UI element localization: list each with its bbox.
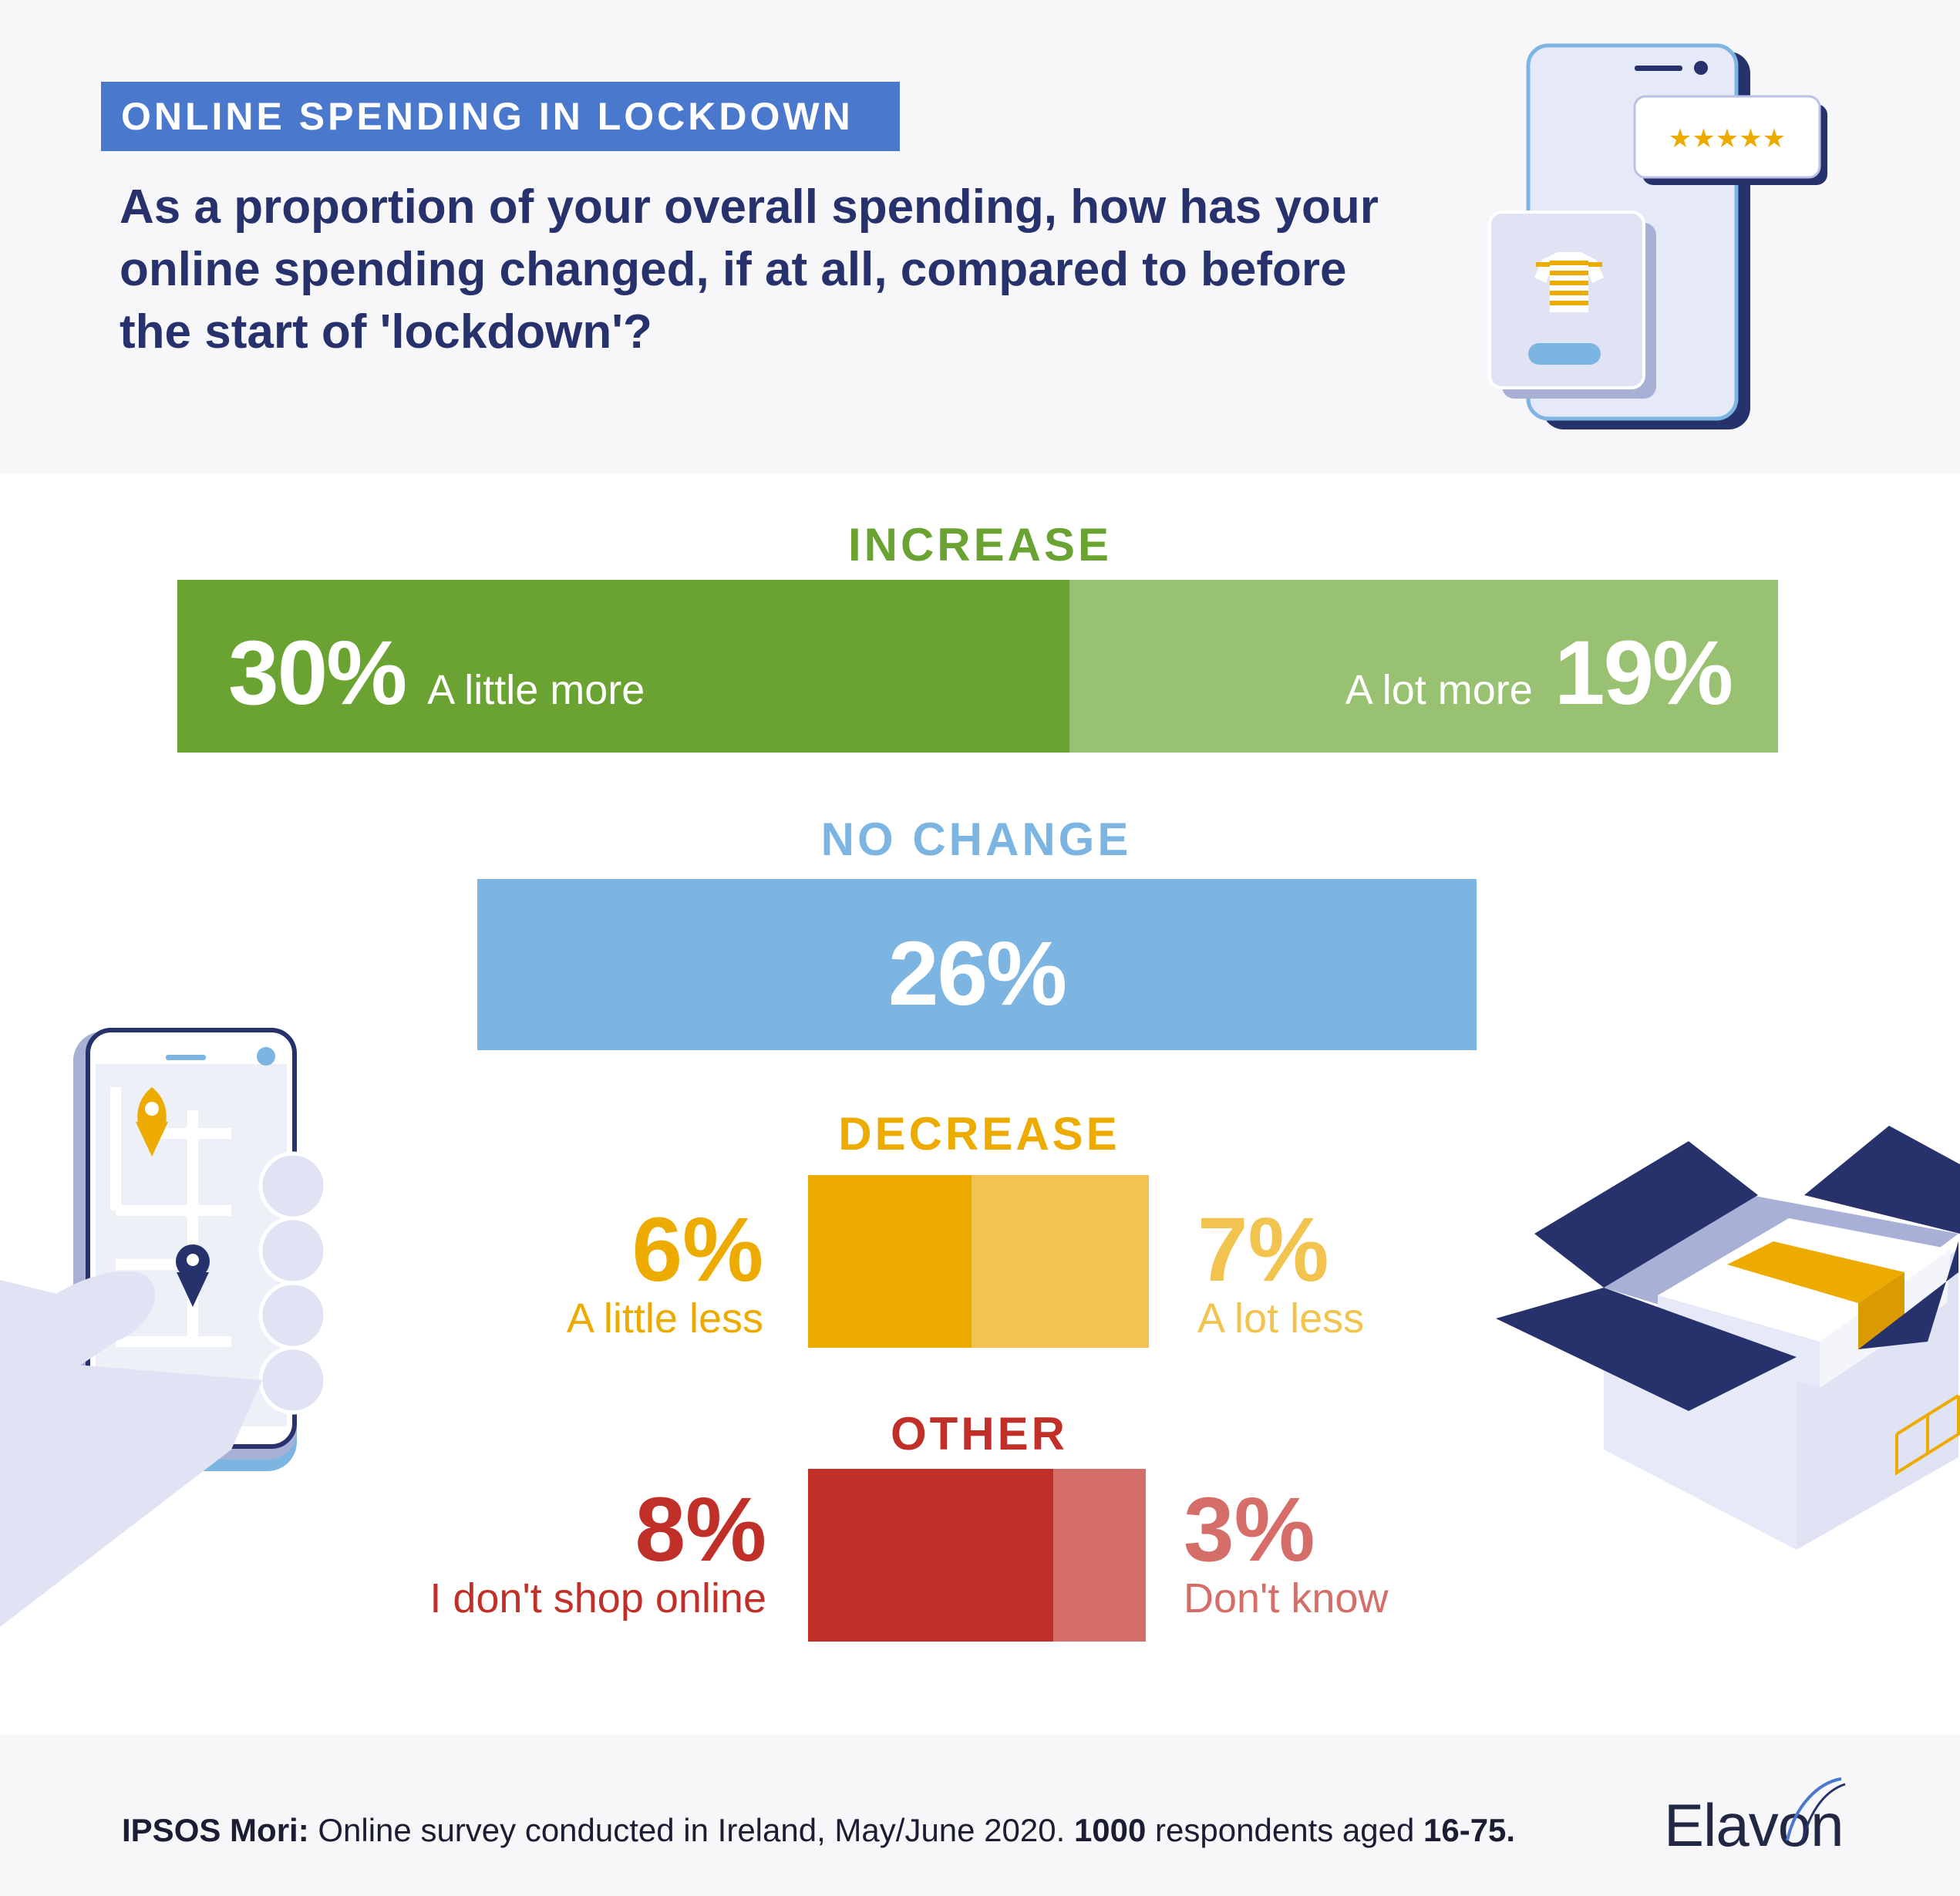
tshirt-icon (1534, 252, 1604, 312)
bar-a-little-less (808, 1175, 972, 1348)
section-tag: ONLINE SPENDING IN LOCKDOWN (101, 82, 900, 151)
increase-label: INCREASE (847, 519, 1113, 571)
survey-question: As a proportion of your overall spending… (120, 180, 1379, 359)
source-description: Online survey conducted in Ireland, May/… (308, 1812, 1074, 1848)
bar-increase-a-lot-more (1069, 580, 1778, 753)
bar-dont-know (1053, 1469, 1146, 1642)
footer-band (0, 1735, 1960, 1896)
bar-increase-a-little-more (177, 580, 1069, 753)
value-a-little-less: 6% (631, 1199, 763, 1301)
nochange-label: NO CHANGE (820, 813, 1132, 865)
label-a-little-less: A little less (566, 1295, 763, 1342)
bar-a-lot-less (972, 1175, 1149, 1348)
respondent-count: 1000 (1073, 1812, 1147, 1848)
yellow-pin-icon (136, 1087, 168, 1157)
other-right-stat: 3% Don't know (1184, 1484, 1388, 1622)
respondents-text: respondents aged (1146, 1812, 1423, 1848)
nochange-text: 26% (477, 921, 1477, 1026)
label-a-little-more: A little more (427, 667, 645, 713)
decrease-right-stat: 7% A lot less (1197, 1204, 1364, 1342)
bar-dont-shop-online (808, 1469, 1053, 1642)
value-a-little-more: 30% (228, 622, 407, 724)
phone-map-illustration (0, 1028, 328, 1627)
value-a-lot-more: 19% (1554, 622, 1733, 724)
navy-pin-icon (176, 1244, 210, 1307)
value-a-lot-less: 7% (1197, 1199, 1329, 1301)
age-range: 16-75. (1423, 1812, 1516, 1848)
other-left-stat: 8% I don't shop online (429, 1484, 766, 1622)
bar-no-change (477, 879, 1477, 1050)
open-box-illustration (1496, 1126, 1960, 1550)
source-name: IPSOS Mori: (122, 1812, 309, 1848)
rating-stars: ★★★★★ (1669, 123, 1786, 154)
increase-left-text: 30% A little more (228, 621, 645, 726)
value-no-change: 26% (887, 923, 1067, 1025)
label-dont-shop-online: I don't shop online (429, 1575, 766, 1622)
other-label: OTHER (891, 1408, 1068, 1460)
decrease-left-stat: 6% A little less (567, 1204, 763, 1342)
increase-right-text: A lot more 19% (1345, 621, 1733, 726)
logo-arc-icon (1786, 1777, 1846, 1841)
label-a-lot-less: A lot less (1197, 1295, 1365, 1342)
phone-shopping-illustration: ★★★★★ (1488, 43, 1827, 429)
decrease-label: DECREASE (838, 1108, 1120, 1160)
value-dont-shop-online: 8% (635, 1479, 766, 1581)
elavon-logo: Elavon (1664, 1777, 1846, 1861)
label-a-lot-more: A lot more (1345, 667, 1533, 713)
label-dont-know: Don't know (1184, 1575, 1389, 1622)
logo-text: Elavon (1664, 1791, 1844, 1859)
value-dont-know: 3% (1184, 1479, 1315, 1581)
source-note: IPSOS Mori: Online survey conducted in I… (122, 1812, 1515, 1849)
